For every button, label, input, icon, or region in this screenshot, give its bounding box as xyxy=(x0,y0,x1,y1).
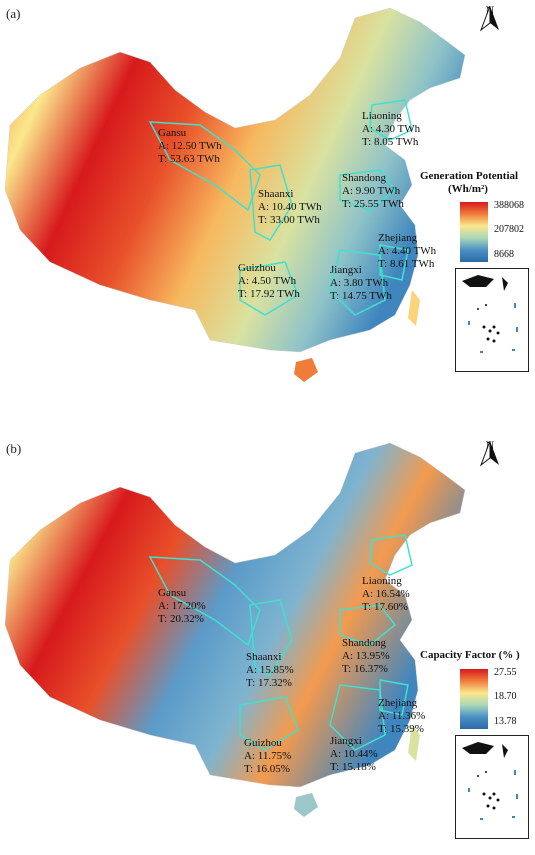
province-value-a: A: 11.36% xyxy=(378,710,426,722)
province-label-gansu: Gansu A: 17.20% T: 20.32% xyxy=(158,587,206,626)
taiwan-island xyxy=(408,725,420,761)
province-label-guizhou: Guizhou A: 4.50 TWh T: 17.92 TWh xyxy=(238,262,300,301)
province-boundaries-b xyxy=(148,534,413,751)
province-value-t: T: 53.63 TWh xyxy=(158,153,220,165)
north-arrow-glyph xyxy=(479,5,499,32)
province-value-t: T: 8.61 TWh xyxy=(378,258,435,270)
province-value-t: T: 25.55 TWh xyxy=(342,198,404,210)
province-label-guizhou: Guizhou A: 11.75% T: 16.05% xyxy=(244,737,291,776)
province-value-a: A: 10.40 TWh xyxy=(258,201,322,213)
legend-generation-potential: Generation Potential (Wh/m²) 388068 2078… xyxy=(420,170,524,262)
inset-graphic xyxy=(462,742,518,820)
province-value-t: T: 33.00 TWh xyxy=(258,214,320,226)
panel-generation-potential: (a) N Gansu A: 12.50 TWh T: 53.63 TWh Li… xyxy=(0,0,535,420)
province-name: Shaanxi xyxy=(258,188,294,200)
map-a-graphic xyxy=(4,7,466,382)
province-value-a: A: 4.40 TWh xyxy=(378,245,437,257)
province-name: Jiangxi xyxy=(330,735,362,747)
legend-title: Capacity Factor (% ) xyxy=(420,649,520,661)
province-name: Zhejiang xyxy=(378,232,418,244)
north-arrow-icon: N xyxy=(477,4,503,32)
map-b-graphic xyxy=(4,442,466,817)
province-label-shandong: Shandong A: 9.90 TWh T: 25.55 TWh xyxy=(342,172,404,211)
province-value-t: T: 15.18% xyxy=(330,761,376,773)
legend-mid: 18.70 xyxy=(494,691,517,702)
province-name: Shandong xyxy=(342,172,386,184)
province-label-zhejiang: Zhejiang A: 4.40 TWh T: 8.61 TWh xyxy=(378,232,436,271)
province-value-a: A: 13.95% xyxy=(342,650,390,662)
legend-max: 388068 xyxy=(494,200,524,211)
hainan-island xyxy=(294,793,318,817)
province-value-t: T: 8.05 TWh xyxy=(362,136,419,148)
province-value-t: T: 17.92 TWh xyxy=(238,288,300,300)
province-name: Liaoning xyxy=(362,110,402,122)
legend-min: 13.78 xyxy=(494,716,517,727)
legend-capacity-factor: Capacity Factor (% ) 27.55 18.70 13.78 xyxy=(420,649,520,729)
province-name: Liaoning xyxy=(362,575,402,587)
legend-title: Generation Potential xyxy=(420,170,519,182)
province-label-liaoning: Liaoning A: 16.54% T: 17.60% xyxy=(362,575,410,614)
taiwan-island xyxy=(408,290,420,326)
province-label-zhejiang: Zhejiang A: 11.36% T: 15.39% xyxy=(378,697,425,736)
province-label-gansu: Gansu A: 12.50 TWh T: 53.63 TWh xyxy=(158,127,222,166)
province-value-a: A: 11.75% xyxy=(244,750,292,762)
south-china-sea-inset xyxy=(455,268,529,372)
legend-mid: 207802 xyxy=(494,224,524,235)
hainan-island xyxy=(294,358,318,382)
province-value-a: A: 4.30 TWh xyxy=(362,123,421,135)
province-boundaries-a xyxy=(148,99,413,316)
legend-min: 8668 xyxy=(494,249,514,260)
legend-colorbar xyxy=(460,669,488,729)
province-value-a: A: 3.80 TWh xyxy=(330,277,389,289)
province-name: Gansu xyxy=(158,587,187,599)
province-value-t: T: 17.32% xyxy=(246,677,292,689)
province-value-a: A: 12.50 TWh xyxy=(158,140,222,152)
province-value-a: A: 15.85% xyxy=(246,664,294,676)
province-value-t: T: 20.32% xyxy=(158,613,204,625)
province-value-t: T: 16.05% xyxy=(244,763,290,775)
panel-tag: (a) xyxy=(6,6,21,21)
inset-graphic xyxy=(462,275,518,353)
province-name: Jiangxi xyxy=(330,264,362,276)
province-value-a: A: 4.50 TWh xyxy=(238,275,297,287)
province-name: Shaanxi xyxy=(246,651,282,663)
province-name: Guizhou xyxy=(238,262,276,274)
china-landmass xyxy=(4,7,466,353)
north-arrow-icon: N xyxy=(477,439,503,467)
province-value-t: T: 14.75 TWh xyxy=(330,290,392,302)
province-name: Shandong xyxy=(342,637,386,649)
province-label-shandong: Shandong A: 13.95% T: 16.37% xyxy=(342,637,390,676)
north-arrow-glyph xyxy=(479,440,499,467)
province-label-liaoning: Liaoning A: 4.30 TWh T: 8.05 TWh xyxy=(362,110,420,149)
province-value-t: T: 15.39% xyxy=(378,723,424,735)
province-value-t: T: 16.37% xyxy=(342,663,388,675)
province-value-a: A: 16.54% xyxy=(362,588,410,600)
panel-capacity-factor: (b) N Gansu A: 17.20% T: 20.32% Liaoning… xyxy=(0,435,535,855)
province-value-a: A: 17.20% xyxy=(158,600,206,612)
province-label-jiangxi: Jiangxi A: 10.44% T: 15.18% xyxy=(330,735,378,774)
province-value-t: T: 17.60% xyxy=(362,601,408,613)
legend-colorbar xyxy=(460,202,488,262)
panel-tag: (b) xyxy=(6,441,22,456)
province-label-shaanxi: Shaanxi A: 10.40 TWh T: 33.00 TWh xyxy=(258,188,322,227)
province-value-a: A: 9.90 TWh xyxy=(342,185,401,197)
province-label-shaanxi: Shaanxi A: 15.85% T: 17.32% xyxy=(246,651,294,690)
province-value-a: A: 10.44% xyxy=(330,748,378,760)
province-label-jiangxi: Jiangxi A: 3.80 TWh T: 14.75 TWh xyxy=(330,264,392,303)
south-china-sea-inset xyxy=(455,735,529,839)
province-name: Zhejiang xyxy=(378,697,418,709)
legend-max: 27.55 xyxy=(494,667,517,678)
province-name: Guizhou xyxy=(244,737,282,749)
china-landmass xyxy=(4,442,466,788)
legend-unit: (Wh/m²) xyxy=(448,183,488,195)
province-name: Gansu xyxy=(158,127,187,139)
